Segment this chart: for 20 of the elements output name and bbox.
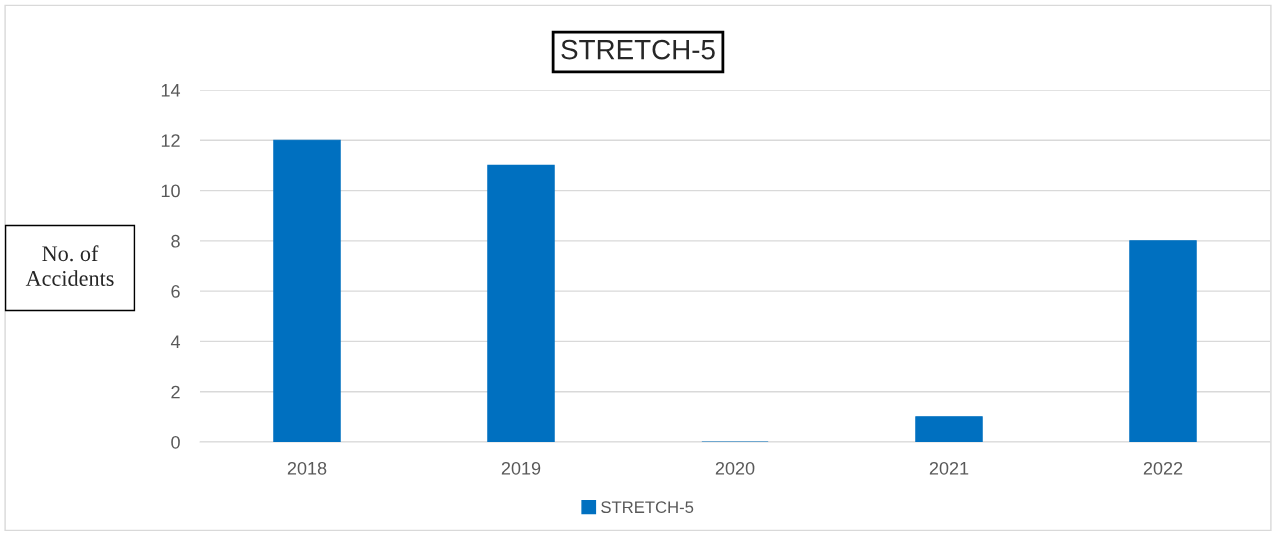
legend-label: STRETCH-5 [601,501,694,514]
y-tick-label: 0 [171,435,180,449]
bar [915,416,983,442]
x-tick-label: 2021 [929,461,969,475]
y-tick-label: 2 [171,385,180,399]
x-tick-label: 2018 [287,461,327,475]
x-tick-label: 2022 [1143,461,1183,475]
bar [273,139,341,442]
y-tick-label: 14 [161,84,181,97]
bar [1129,240,1197,442]
chart-title: STRETCH-5 [561,39,715,60]
y-tick-label: 8 [171,234,180,248]
y-tick-label: 4 [170,335,181,348]
y-tick-label: 12 [161,134,180,147]
y-axis-title: No. of Accidents [25,245,114,286]
y-tick-label: 10 [161,184,180,198]
y-tick-label: 6 [171,285,180,298]
x-tick-label: 2020 [715,461,755,475]
x-tick-label: 2019 [501,461,541,475]
bar [487,164,555,442]
